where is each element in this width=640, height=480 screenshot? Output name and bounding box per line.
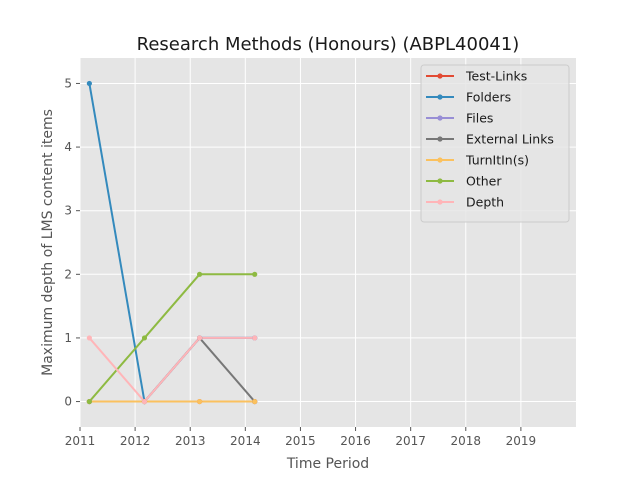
- x-tick-label: 2018: [451, 434, 482, 448]
- x-tick-label: 2014: [230, 434, 261, 448]
- y-tick-label: 1: [64, 331, 72, 345]
- legend-marker-external-links: [437, 136, 443, 142]
- legend-label-test-links: Test-Links: [465, 69, 527, 84]
- x-tick-label: 2017: [395, 434, 426, 448]
- series-points: [86, 80, 258, 405]
- legend-label-folders: Folders: [466, 90, 511, 105]
- y-tick-label: 4: [64, 140, 72, 154]
- legend-label-depth: Depth: [466, 195, 504, 210]
- x-tick-label: 2015: [285, 434, 316, 448]
- y-tick-label: 3: [64, 204, 72, 218]
- legend-marker-other: [437, 178, 443, 184]
- data-point-depth: [141, 398, 148, 405]
- x-tick-label: 2016: [340, 434, 371, 448]
- legend-label-turnitin-s: TurnItIn(s): [465, 153, 529, 168]
- x-tick-label: 2012: [120, 434, 151, 448]
- data-point-depth: [196, 335, 203, 341]
- y-axis-label: Maximum depth of LMS content items: [40, 109, 56, 376]
- legend-label-external-links: External Links: [466, 132, 554, 147]
- y-tick-label: 2: [64, 267, 72, 281]
- data-point-turnitin-s: [252, 398, 258, 405]
- chart-title: Research Methods (Honours) (ABPL40041): [137, 34, 520, 55]
- legend-marker-folders: [437, 94, 443, 100]
- series-line-depth: [88, 336, 255, 404]
- legend-box: [420, 64, 570, 223]
- data-point-folders: [86, 80, 92, 87]
- y-axis-ticks: 0 1 2 3 4 5: [64, 76, 80, 409]
- legend-marker-depth: [437, 199, 443, 205]
- data-point-turnitin-s: [196, 398, 203, 405]
- legend-marker-turnitin-s: [437, 157, 443, 163]
- legend-marker-test-links: [437, 73, 443, 79]
- x-axis-label: Time Period: [286, 456, 369, 472]
- data-point-depth: [86, 335, 92, 341]
- series-lines: [88, 83, 256, 404]
- y-tick-label: 5: [64, 76, 72, 90]
- data-point-other: [86, 398, 92, 405]
- legend-marker-files: [437, 115, 443, 121]
- legend: Test-Links Folders Files External Links Turn…: [420, 64, 570, 223]
- x-tick-label: 2019: [506, 434, 537, 448]
- legend-label-files: Files: [466, 111, 493, 126]
- x-tick-label: 2013: [175, 434, 206, 448]
- data-point-other: [252, 271, 258, 277]
- y-tick-label: 0: [64, 395, 72, 409]
- x-tick-label: 2011: [65, 434, 96, 448]
- x-axis-ticks: 2011 2012 2013 2014 2015 2016 2017 2018 2019: [65, 427, 536, 448]
- data-point-depth: [252, 335, 258, 341]
- legend-label-other: Other: [466, 174, 502, 189]
- data-point-other: [196, 271, 203, 277]
- data-point-other: [141, 335, 148, 341]
